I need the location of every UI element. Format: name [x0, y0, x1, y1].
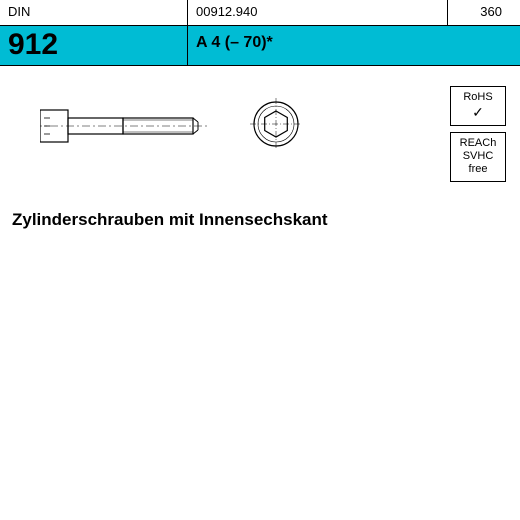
screw-side-view: [40, 104, 220, 159]
rohs-badge: RoHS ✓: [450, 86, 506, 126]
reach-badge: REACh SVHC free: [450, 132, 506, 182]
reach-line2: SVHC: [453, 150, 503, 163]
standard-label: DIN: [0, 0, 188, 25]
header-number: 360: [448, 0, 520, 25]
reach-line3: free: [453, 163, 503, 176]
product-description: Zylinderschrauben mit Innensechskant: [12, 210, 328, 230]
diagram-area: RoHS ✓ REACh SVHC free: [0, 66, 520, 216]
material-spec: A 4 (– 70)*: [188, 26, 281, 65]
rohs-label: RoHS: [453, 91, 503, 104]
header-row: DIN 00912.940 360: [0, 0, 520, 26]
standard-number: 912: [0, 26, 188, 65]
reach-line1: REACh: [453, 137, 503, 150]
product-code: 00912.940: [188, 0, 448, 25]
title-row: 912 A 4 (– 70)*: [0, 26, 520, 66]
screw-end-view: [248, 96, 304, 157]
compliance-badges: RoHS ✓ REACh SVHC free: [450, 86, 506, 188]
check-icon: ✓: [453, 104, 503, 121]
